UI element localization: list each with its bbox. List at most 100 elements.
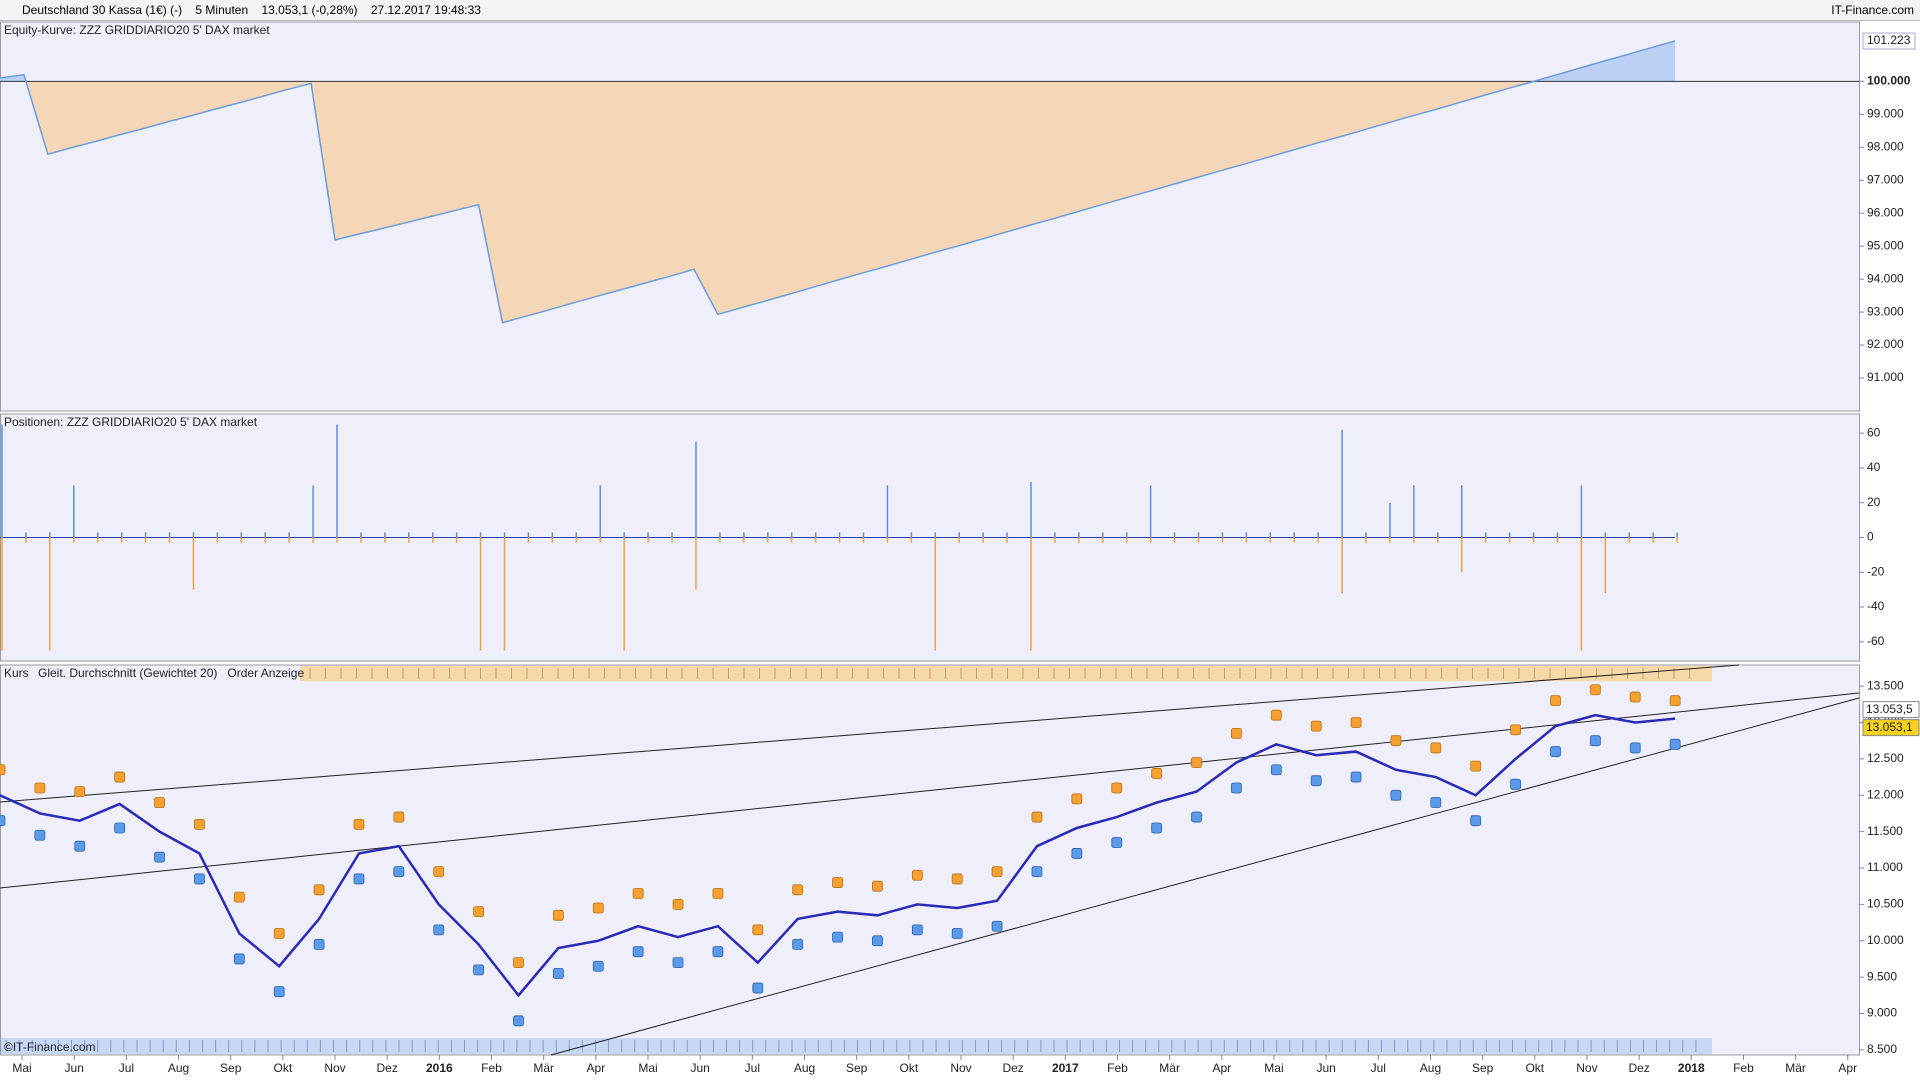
order-marker	[911, 869, 923, 881]
y-tick-label: 11.000	[1867, 860, 1903, 874]
order-strip	[300, 666, 1712, 681]
order-marker	[951, 928, 963, 939]
x-tick-label: Okt	[274, 1061, 293, 1075]
order-marker	[34, 782, 46, 794]
header: Deutschland 30 Kassa (1€) (-) 5 Minuten …	[0, 0, 1920, 21]
x-tick-label: Nov	[1576, 1061, 1597, 1075]
y-tick-label: 100.000	[1867, 74, 1911, 88]
order-marker	[1031, 811, 1043, 823]
x-tick-label: 2017	[1052, 1061, 1079, 1075]
order-marker	[273, 986, 285, 998]
x-tick-label: Jun	[1316, 1061, 1335, 1075]
x-tick-label: Aug	[168, 1061, 189, 1075]
y-tick-label: 9.500	[1867, 969, 1897, 983]
order-marker	[832, 877, 843, 888]
order-marker	[1230, 782, 1242, 794]
order-marker	[1310, 775, 1322, 787]
order-marker	[1470, 760, 1482, 772]
y-tick-label: 93.000	[1867, 304, 1904, 318]
order-marker	[1191, 757, 1202, 768]
x-tick-label: Mär	[1785, 1061, 1806, 1075]
order-marker	[393, 811, 405, 823]
y-tick-label: 20	[1867, 495, 1881, 509]
order-marker	[672, 957, 684, 968]
y-tick-label: 9.000	[1867, 1006, 1897, 1020]
order-marker	[0, 815, 6, 827]
y-tick-label: 12.000	[1867, 787, 1904, 801]
x-tick-label: Sep	[846, 1061, 868, 1075]
order-marker	[552, 968, 564, 979]
x-tick-label: Dez	[377, 1061, 398, 1075]
order-marker	[911, 924, 923, 936]
order-marker	[1350, 771, 1362, 783]
instrument: Deutschland 30 Kassa (1€) (-)	[22, 3, 183, 17]
y-tick-label: 0	[1867, 530, 1874, 544]
panel-title: Equity-Kurve: ZZZ GRIDDIARIO20 5' DAX ma…	[4, 23, 270, 37]
watermark: ©IT-Finance.com	[4, 1040, 96, 1054]
panel-title: Kurs	[4, 666, 29, 680]
order-marker	[1270, 764, 1282, 776]
x-tick-label: Dez	[1002, 1061, 1023, 1075]
y-tick-label: 98.000	[1867, 139, 1904, 153]
equity-loss-area	[0, 81, 1676, 323]
order-marker	[1111, 782, 1123, 794]
order-marker	[592, 960, 604, 972]
order-marker	[74, 840, 86, 852]
x-tick-label: Okt	[899, 1061, 918, 1075]
x-tick-label: Aug	[794, 1061, 815, 1075]
order-marker	[473, 906, 485, 918]
order-marker	[233, 953, 245, 965]
order-marker	[513, 957, 524, 968]
x-tick-label: Mai	[1264, 1061, 1283, 1075]
last-value-label: 13.053,1	[1866, 720, 1913, 734]
y-tick-label: 96.000	[1867, 205, 1904, 219]
order-marker	[991, 866, 1003, 878]
last-value-label: 101.223	[1867, 33, 1911, 47]
order-marker	[194, 818, 205, 830]
order-marker	[353, 873, 365, 885]
order-marker	[353, 818, 365, 830]
order-marker	[313, 884, 325, 896]
order-marker	[1310, 720, 1322, 732]
x-tick-label: Aug	[1420, 1061, 1441, 1075]
order-marker	[872, 935, 883, 947]
timestamp: 27.12.2017 19:48:33	[370, 3, 481, 17]
order-marker	[1390, 735, 1402, 747]
last-value-box	[1862, 719, 1920, 737]
order-marker	[114, 771, 126, 783]
y-tick-label: 13.500	[1867, 678, 1904, 692]
order-marker	[1230, 727, 1242, 739]
trend-line	[0, 692, 1860, 889]
order-marker	[0, 764, 6, 776]
last-value-box	[1862, 32, 1916, 50]
x-tick-label: Apr	[586, 1061, 605, 1075]
order-marker	[1191, 811, 1202, 823]
order-marker	[1550, 695, 1561, 707]
order-marker	[792, 884, 804, 896]
y-tick-label: 92.000	[1867, 337, 1904, 351]
x-tick-label: Apr	[1838, 1061, 1857, 1075]
order-marker	[433, 924, 445, 936]
order-marker	[991, 920, 1003, 932]
moving-average	[0, 713, 1676, 998]
y-tick-label: 10.500	[1867, 897, 1904, 911]
order-marker	[1390, 789, 1402, 801]
order-marker	[592, 902, 604, 914]
order-marker	[712, 888, 724, 899]
x-tick-label: Jul	[119, 1061, 134, 1075]
order-marker	[1629, 691, 1641, 703]
y-tick-label: 10.000	[1867, 933, 1904, 947]
order-marker	[1430, 797, 1442, 808]
order-marker	[872, 880, 883, 892]
order-marker	[114, 822, 126, 834]
order-marker	[1071, 793, 1083, 805]
order-marker	[194, 873, 205, 885]
order-marker	[1550, 746, 1561, 757]
x-tick-label: Feb	[1107, 1061, 1128, 1075]
x-tick-label: Feb	[481, 1061, 502, 1075]
order-marker	[1510, 778, 1521, 790]
order-marker	[1669, 738, 1681, 750]
order-marker	[74, 786, 86, 798]
order-marker	[792, 939, 804, 950]
